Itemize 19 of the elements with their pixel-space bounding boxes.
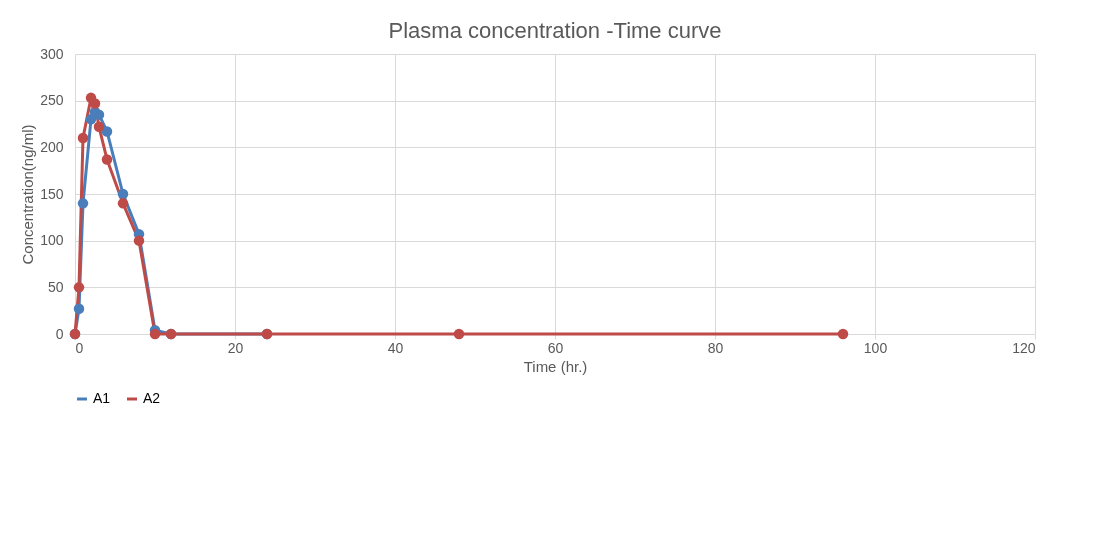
- x-tick-label: 120: [1012, 339, 1036, 356]
- y-tick-label: 200: [40, 138, 64, 155]
- y-tick-label: 150: [40, 185, 64, 202]
- legend-label: A2: [143, 390, 161, 406]
- x-tick-label: 0: [75, 339, 84, 356]
- y-axis-title: Concentration(ng/ml): [19, 124, 37, 265]
- y-tick-label: 50: [47, 278, 64, 295]
- y-tick-label: 250: [40, 92, 64, 109]
- x-tick-label: 60: [547, 339, 564, 356]
- legend-label: A1: [93, 390, 111, 406]
- x-tick-label: 20: [227, 339, 244, 356]
- x-axis-title: Time (hr.): [523, 357, 588, 375]
- y-tick-label: 100: [40, 232, 64, 249]
- x-tick-label: 100: [863, 339, 888, 356]
- y-tick-label: 300: [40, 45, 64, 62]
- x-tick-label: 40: [387, 339, 404, 356]
- y-tick-label: 0: [55, 325, 64, 342]
- x-tick-label: 80: [707, 339, 724, 356]
- chart-title: Plasma concentration -Time curve: [388, 18, 722, 43]
